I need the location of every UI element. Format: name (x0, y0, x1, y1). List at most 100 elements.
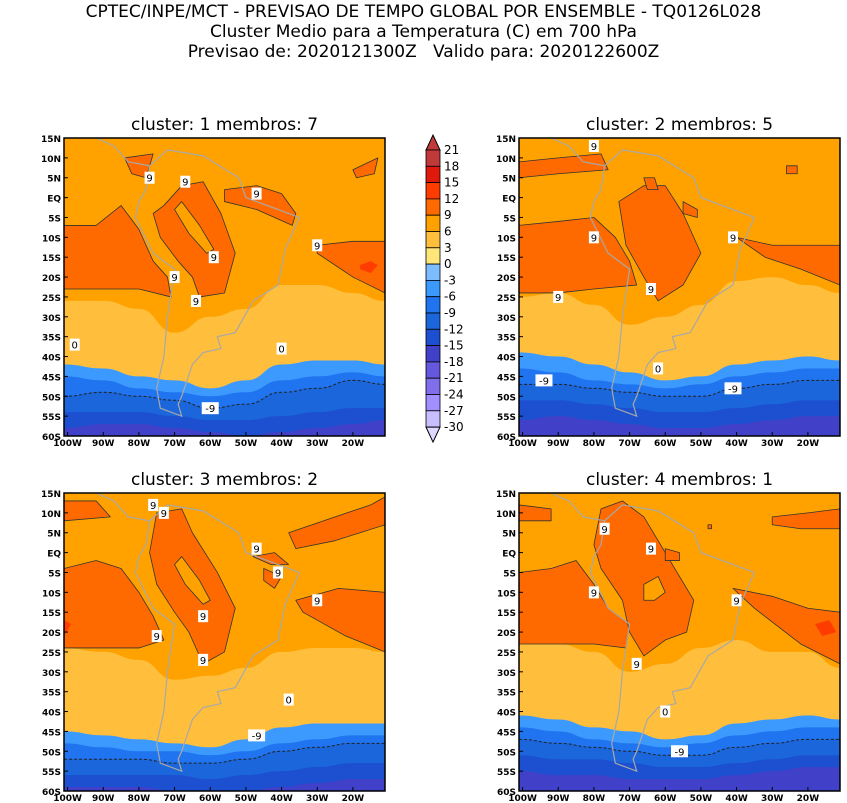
colorbar-label: -9 (444, 306, 456, 320)
contour-region-12 (360, 261, 378, 274)
contour-label: 9 (591, 142, 597, 153)
colorbar-swatch (425, 231, 441, 249)
colorbar-swatch (425, 361, 441, 379)
contour-region-9 (664, 548, 680, 561)
contour-label-bg (588, 139, 599, 152)
contour-label-bg (312, 594, 323, 607)
colorbar: 21 18 15 12 9 6 3 0 -3 -6 -9 -12 -15 -18 -21 -24 -27 -30 (425, 133, 464, 444)
contour-label: 0 (278, 345, 284, 356)
lat-tick-label: 5N (47, 175, 61, 185)
lon-tick-label: 100W (53, 439, 82, 449)
lon-tick-label: 70W (618, 439, 641, 449)
contour-label: -9 (728, 384, 738, 395)
lat-tick-label: 50S (497, 748, 516, 758)
colorbar-label: 0 (444, 257, 452, 271)
lat-tick-label: 20S (497, 274, 516, 284)
lon-tick-label: 80W (583, 439, 606, 449)
lat-tick-label: 50S (42, 748, 61, 758)
lat-tick-label: 20S (497, 629, 516, 639)
colorbar-swatch (425, 279, 441, 298)
contour-label: 9 (634, 660, 640, 671)
colorbar-label: -3 (444, 273, 456, 287)
colorbar-swatch (425, 165, 441, 184)
contour-label-bg (198, 653, 209, 666)
colorbar-top-arrow (425, 133, 441, 151)
header-line-2: Cluster Medio para a Temperatura (C) em … (210, 22, 637, 42)
contour-label-bg (276, 342, 287, 355)
map-panel-1: 9 9 9 9 9 9 9 0 0 -9 cluster: 1 membros: 7 15N 10N 5N… (41, 115, 386, 449)
contour-region-9 (64, 560, 165, 649)
lat-tick-label: 30S (42, 669, 61, 679)
header-line-3: Previsao de: 2020121300Z Valido para: 20… (187, 42, 660, 62)
lat-tick-label: EQ (502, 195, 516, 205)
contour-label-bg (671, 745, 688, 758)
lon-tick-label: 90W (92, 794, 115, 803)
contour-label-bg (251, 542, 262, 555)
header-line-1: CPTEC/INPE/MCT - PREVISAO DE TEMPO GLOBA… (85, 2, 762, 22)
colorbar-swatch (425, 149, 441, 167)
lat-tick-label: 10S (42, 589, 61, 599)
contour-label: 9 (154, 632, 160, 643)
lat-tick-label: 45S (497, 373, 516, 383)
colorbar-label: -21 (444, 371, 464, 385)
lon-tick-label: 20W (342, 439, 365, 449)
colorbar-label: -24 (444, 388, 464, 402)
colorbar-swatch (425, 377, 441, 395)
lat-tick-label: 55S (497, 768, 516, 778)
lat-tick-label: 45S (42, 728, 61, 738)
lon-tick-label: 50W (235, 794, 258, 803)
contour-label-bg (201, 402, 219, 415)
lon-tick-label: 70W (618, 794, 641, 803)
lat-tick-label: 40S (42, 354, 61, 364)
contour-label: 9 (591, 588, 597, 599)
contour-label-bg (588, 231, 599, 244)
map-panel-2: 9 9 9 9 9 0 -9 -9 cluster: 2 membros: 5 15N 10N 5N E… (496, 115, 841, 449)
lon-tick-label: 60W (199, 439, 222, 449)
panel-title: cluster: 3 membros: 2 (131, 470, 318, 490)
contour-label: 9 (253, 190, 259, 201)
lat-tick-label: 35S (497, 334, 516, 344)
contour-region-9 (707, 524, 712, 530)
contour-region-9 (352, 157, 379, 179)
lat-tick-label: 5S (48, 214, 61, 224)
colorbar-label: 3 (444, 241, 452, 255)
panel-title: cluster: 1 membros: 7 (131, 115, 318, 135)
colorbar-label: 21 (444, 143, 459, 157)
colorbar-label: 9 (444, 208, 452, 222)
map-field: 9 9 9 9 9 0 -9 -9 (519, 138, 840, 436)
contour-label: 9 (555, 293, 561, 304)
contour-label-bg (208, 251, 219, 264)
lat-tick-label: 15S (497, 254, 516, 264)
south-america-outline (95, 138, 301, 418)
temperature-band--18 (64, 420, 385, 436)
lat-tick-label: 60S (42, 433, 61, 443)
contour-region-9 (252, 552, 290, 565)
lon-tick-label: 100W (508, 794, 537, 803)
contour-label: 0 (655, 364, 661, 375)
lon-tick-label: 90W (92, 439, 115, 449)
contour-label: 9 (182, 178, 188, 189)
map-field: 9 9 9 9 9 0 -9 (519, 493, 840, 791)
colorbar-swatch (425, 394, 441, 412)
colorbar-swatch (425, 312, 441, 330)
lat-tick-label: 55S (42, 768, 61, 778)
panel-title: cluster: 2 membros: 5 (586, 115, 773, 135)
lat-tick-label: 15S (497, 609, 516, 619)
map-frame (63, 492, 386, 792)
lon-tick-label: 20W (342, 794, 365, 803)
contour-label-bg (283, 693, 294, 706)
contour-region-9 (64, 500, 111, 522)
lat-tick-label: 10S (497, 234, 516, 244)
contour-label-bg (645, 282, 656, 295)
lat-tick-label: 10N (41, 155, 61, 165)
lat-tick-label: 35S (497, 689, 516, 699)
lon-tick-label: 20W (797, 794, 820, 803)
contour-label-bg (169, 271, 180, 284)
contour-label: 0 (286, 696, 292, 707)
map-frame (63, 137, 386, 437)
contour-label-bg (599, 522, 610, 535)
contour-label-bg (69, 338, 80, 351)
contour-label-bg (653, 362, 664, 375)
